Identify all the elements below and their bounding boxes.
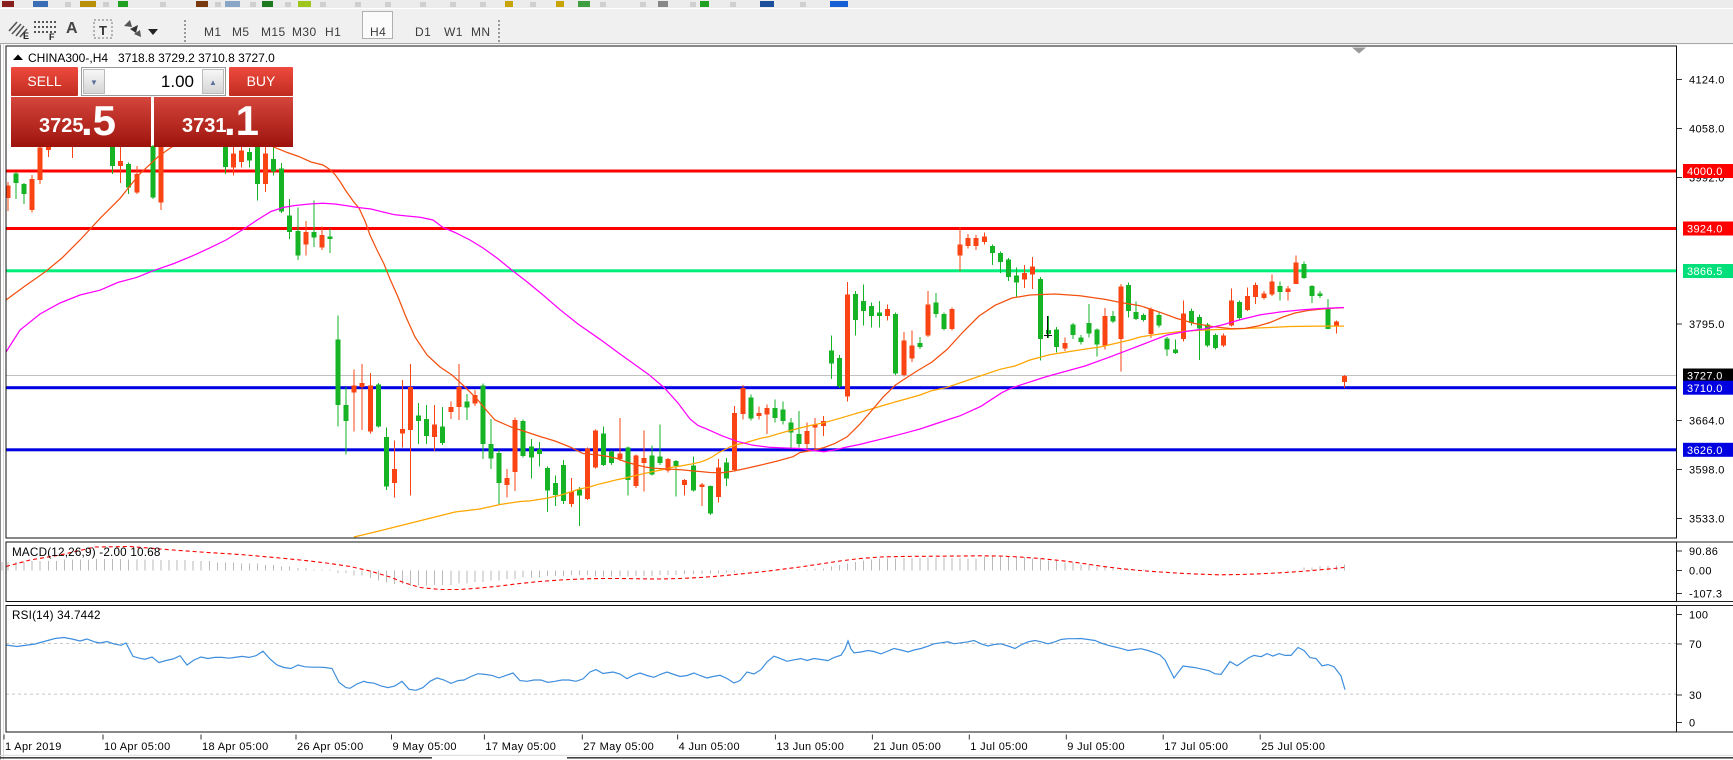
- svg-text:CHINA300-,H4 3718.8 3729.2 3: CHINA300-,H4 3718.8 3729.2 3710.8 3727.0: [28, 51, 275, 65]
- svg-text:30: 30: [1689, 690, 1702, 702]
- svg-text:10 Apr 05:00: 10 Apr 05:00: [104, 741, 171, 753]
- svg-text:4124.0: 4124.0: [1689, 75, 1725, 87]
- svg-text:3626.0: 3626.0: [1687, 445, 1723, 457]
- svg-text:3598.0: 3598.0: [1689, 465, 1725, 477]
- svg-text:90.86: 90.86: [1689, 546, 1718, 558]
- svg-text:21 Jun 05:00: 21 Jun 05:00: [873, 741, 941, 753]
- svg-text:1 Apr 2019: 1 Apr 2019: [5, 741, 62, 753]
- svg-text:9 May 05:00: 9 May 05:00: [393, 741, 457, 753]
- svg-text:E: E: [23, 31, 29, 41]
- svg-text:27 May 05:00: 27 May 05:00: [583, 741, 654, 753]
- svg-text:3664.0: 3664.0: [1689, 416, 1725, 428]
- svg-text:4000.0: 4000.0: [1687, 166, 1723, 178]
- svg-text:18 Apr 05:00: 18 Apr 05:00: [202, 741, 269, 753]
- svg-text:3533.0: 3533.0: [1689, 514, 1725, 526]
- svg-text:4 Jun 05:00: 4 Jun 05:00: [679, 741, 740, 753]
- svg-text:17 May 05:00: 17 May 05:00: [485, 741, 556, 753]
- svg-text:MACD(12,26,9) -2.00 10.68: MACD(12,26,9) -2.00 10.68: [12, 546, 161, 559]
- svg-text:70: 70: [1689, 639, 1702, 651]
- svg-text:26 Apr 05:00: 26 Apr 05:00: [297, 741, 364, 753]
- svg-text:25 Jul 05:00: 25 Jul 05:00: [1261, 741, 1325, 753]
- svg-text:3727.0: 3727.0: [1687, 371, 1723, 383]
- svg-text:9 Jul 05:00: 9 Jul 05:00: [1067, 741, 1125, 753]
- svg-text:3866.5: 3866.5: [1687, 266, 1723, 278]
- svg-text:3795.0: 3795.0: [1689, 319, 1725, 331]
- svg-text:100: 100: [1689, 610, 1708, 622]
- svg-text:0.00: 0.00: [1689, 566, 1712, 578]
- svg-text:1 Jul 05:00: 1 Jul 05:00: [970, 741, 1028, 753]
- svg-text:RSI(14) 34.7442: RSI(14) 34.7442: [12, 609, 101, 622]
- svg-text:13 Jun 05:00: 13 Jun 05:00: [776, 741, 844, 753]
- svg-text:T: T: [99, 23, 107, 38]
- svg-text:3710.0: 3710.0: [1687, 383, 1723, 395]
- svg-text:3924.0: 3924.0: [1687, 224, 1723, 236]
- svg-text:17 Jul 05:00: 17 Jul 05:00: [1164, 741, 1228, 753]
- svg-text:4058.0: 4058.0: [1689, 124, 1725, 136]
- svg-text:-107.3: -107.3: [1689, 589, 1722, 601]
- svg-text:F: F: [49, 32, 55, 42]
- svg-text:0: 0: [1689, 718, 1695, 730]
